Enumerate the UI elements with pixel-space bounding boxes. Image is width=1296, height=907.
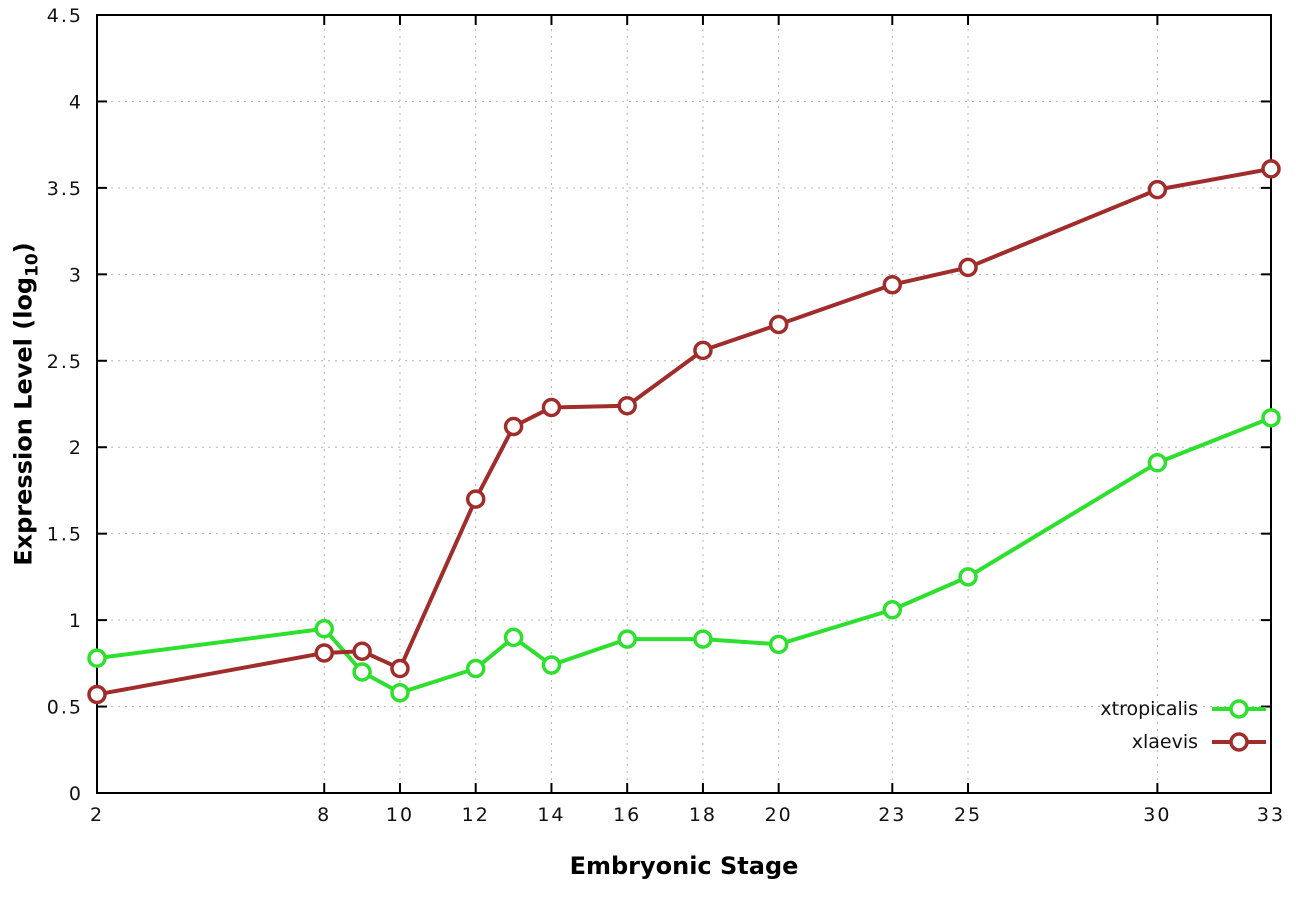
x-tick-label: 8: [317, 804, 331, 826]
data-point-xlaevis: [693, 340, 713, 361]
x-tick-label: 30: [1143, 804, 1171, 826]
series-line-xlaevis: [96, 166, 1272, 697]
data-point-xlaevis: [87, 684, 107, 705]
data-point-xlaevis: [958, 257, 978, 278]
x-tick-label: 23: [878, 804, 906, 826]
y-tick-label: 4: [69, 91, 83, 113]
y-tick-label: 2.5: [47, 351, 83, 373]
data-point-xlaevis: [617, 395, 637, 416]
y-tick-label: 0: [69, 783, 83, 805]
x-tick-label: 25: [954, 804, 982, 826]
data-point-xtropicalis: [958, 567, 978, 587]
x-tick-label: 2: [90, 804, 104, 826]
x-tick-label: 16: [613, 804, 641, 826]
y-tick-label: 3: [69, 264, 83, 286]
data-point-xlaevis: [1261, 159, 1281, 179]
data-point-xtropicalis: [390, 682, 410, 703]
y-tick-label: 1: [69, 610, 83, 632]
x-tick-label: 10: [386, 804, 414, 826]
data-point-xlaevis: [390, 658, 410, 679]
data-point-xlaevis: [882, 274, 903, 295]
y-tick-label: 2: [69, 437, 83, 459]
y-axis-title-close: ): [9, 242, 38, 254]
data-point-xtropicalis: [768, 634, 789, 655]
legend-item-xtropicalis: xtropicalis: [1100, 696, 1268, 722]
data-point-xtropicalis: [1147, 453, 1168, 473]
data-point-xlaevis: [768, 314, 789, 335]
x-axis-title: Embryonic Stage: [569, 852, 799, 880]
data-point-xtropicalis: [541, 655, 562, 675]
y-tick-label: 1.5: [47, 524, 83, 546]
x-tick-label: 20: [765, 804, 793, 826]
x-tick-label: 33: [1257, 804, 1285, 826]
legend-label-xtropicalis: xtropicalis: [1100, 698, 1198, 720]
plot-border: [96, 14, 1272, 794]
data-point-xtropicalis: [617, 629, 637, 649]
x-tick-label: 18: [689, 804, 717, 826]
series-line-xtropicalis: [96, 415, 1272, 695]
data-point-xlaevis: [314, 643, 334, 663]
data-point-xtropicalis: [465, 658, 486, 679]
legend-line-sample-icon: [1212, 732, 1266, 752]
data-point-xtropicalis: [314, 619, 334, 639]
data-point-xtropicalis: [693, 629, 713, 649]
data-point-xlaevis: [352, 641, 372, 661]
data-point-xlaevis: [1147, 179, 1168, 200]
data-point-xtropicalis: [882, 599, 903, 620]
data-point-xtropicalis: [87, 648, 107, 668]
data-point-xlaevis: [541, 397, 562, 418]
x-tick-label: 14: [537, 804, 565, 826]
data-point-xlaevis: [503, 416, 524, 437]
data-point-xtropicalis: [1261, 408, 1281, 428]
y-axis-title-subscript: 10: [22, 253, 43, 277]
y-axis-title-text: Expression Level (log: [9, 276, 38, 566]
data-point-xtropicalis: [352, 662, 372, 682]
legend-line-sample-icon: [1212, 699, 1266, 719]
x-tick-label: 12: [462, 804, 490, 826]
y-tick-label: 0.5: [47, 697, 83, 719]
data-point-xlaevis: [465, 489, 486, 509]
y-axis-title: Expression Level (log10): [10, 242, 43, 565]
legend-item-xlaevis: xlaevis: [1132, 729, 1268, 755]
y-tick-label: 3.5: [47, 178, 83, 200]
legend-label-xlaevis: xlaevis: [1131, 731, 1198, 753]
legend: xtropicalis xlaevis: [1100, 696, 1268, 755]
y-tick-label: 4.5: [47, 5, 83, 27]
data-point-xtropicalis: [503, 627, 524, 648]
